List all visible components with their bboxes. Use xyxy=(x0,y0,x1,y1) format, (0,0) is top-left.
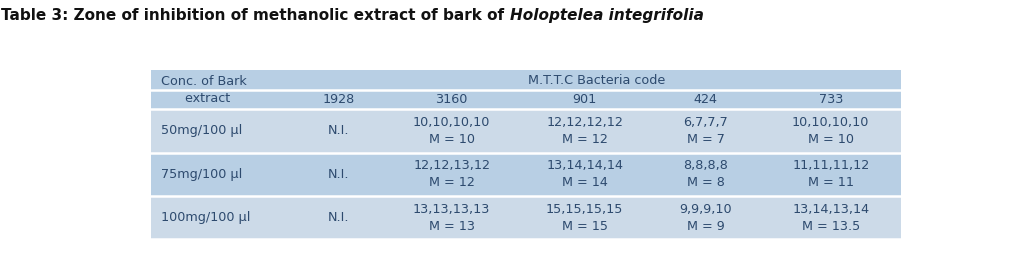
Bar xyxy=(151,70,292,109)
Bar xyxy=(385,196,518,239)
Text: 1928: 1928 xyxy=(322,93,355,106)
Bar xyxy=(292,196,385,239)
Text: M.T.T.C Bacteria code: M.T.T.C Bacteria code xyxy=(528,73,665,86)
Text: N.I.: N.I. xyxy=(328,211,350,224)
Bar xyxy=(151,196,292,239)
Text: 424: 424 xyxy=(694,93,717,106)
Bar xyxy=(518,153,651,196)
Text: Conc. of Bark
  extract: Conc. of Bark extract xyxy=(161,75,247,105)
Text: 10,10,10,10
M = 10: 10,10,10,10 M = 10 xyxy=(413,116,490,146)
Text: 13,14,13,14
M = 13.5: 13,14,13,14 M = 13.5 xyxy=(792,203,869,233)
Text: 75mg/100 µl: 75mg/100 µl xyxy=(161,168,242,181)
Text: 6,7,7,7
M = 7: 6,7,7,7 M = 7 xyxy=(684,116,728,146)
Bar xyxy=(518,109,651,153)
Bar xyxy=(292,90,385,109)
Bar xyxy=(385,90,518,109)
Text: 50mg/100 µl: 50mg/100 µl xyxy=(161,124,242,137)
Bar xyxy=(651,153,760,196)
Text: 8,8,8,8
M = 8: 8,8,8,8 M = 8 xyxy=(684,159,729,189)
Text: N.I.: N.I. xyxy=(328,168,350,181)
Text: 11,11,11,12
M = 11: 11,11,11,12 M = 11 xyxy=(792,159,869,189)
Bar xyxy=(385,153,518,196)
Bar xyxy=(651,196,760,239)
Bar xyxy=(760,90,901,109)
Text: 12,12,13,12
M = 12: 12,12,13,12 M = 12 xyxy=(413,159,490,189)
Bar xyxy=(760,153,901,196)
Text: 15,15,15,15
M = 15: 15,15,15,15 M = 15 xyxy=(546,203,624,233)
Text: 12,12,12,12
M = 12: 12,12,12,12 M = 12 xyxy=(546,116,623,146)
Bar xyxy=(518,90,651,109)
Text: 13,14,14,14
M = 14: 13,14,14,14 M = 14 xyxy=(546,159,624,189)
Bar xyxy=(151,153,292,196)
Text: 10,10,10,10
M = 10: 10,10,10,10 M = 10 xyxy=(792,116,869,146)
Bar xyxy=(151,70,901,239)
Bar xyxy=(518,196,651,239)
Bar xyxy=(651,90,760,109)
Text: N.I.: N.I. xyxy=(328,124,350,137)
Text: 733: 733 xyxy=(818,93,843,106)
Bar xyxy=(151,109,292,153)
Text: 13,13,13,13
M = 13: 13,13,13,13 M = 13 xyxy=(413,203,490,233)
Text: 100mg/100 µl: 100mg/100 µl xyxy=(161,211,250,224)
Bar xyxy=(651,109,760,153)
Bar xyxy=(292,109,385,153)
Text: 3160: 3160 xyxy=(435,93,468,106)
Text: 901: 901 xyxy=(573,93,597,106)
Bar xyxy=(760,109,901,153)
Bar xyxy=(760,196,901,239)
Text: 9,9,9,10
M = 9: 9,9,9,10 M = 9 xyxy=(680,203,732,233)
Bar xyxy=(292,70,901,90)
Bar xyxy=(292,153,385,196)
Bar xyxy=(385,109,518,153)
Text: Table 3: Zone of inhibition of methanolic extract of bark of: Table 3: Zone of inhibition of methanoli… xyxy=(1,8,510,23)
Text: Holoptelea integrifolia: Holoptelea integrifolia xyxy=(510,8,703,23)
